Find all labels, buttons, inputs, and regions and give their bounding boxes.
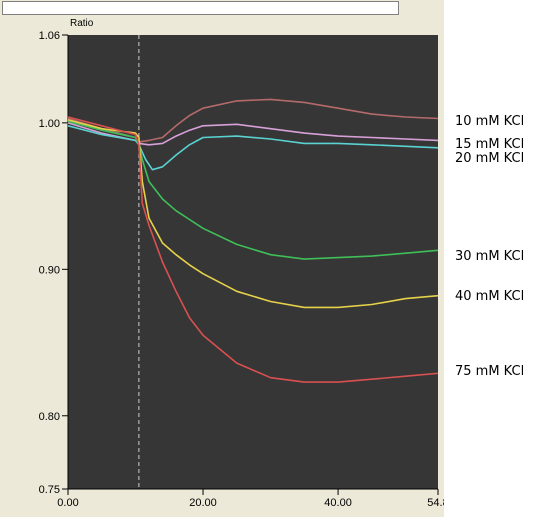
series-line (67, 116, 439, 383)
y-tick-label: 0.90 (39, 264, 60, 276)
series-label: 15 mM KCl (455, 137, 525, 152)
x-tick-label: 0.00 (57, 497, 78, 509)
x-tick-label: 54.8 (427, 497, 444, 509)
y-tick-label: 0.75 (39, 484, 60, 496)
series-group (67, 35, 439, 489)
series-label: 20 mM KCl (455, 151, 525, 166)
y-tick-label: 1.06 (39, 30, 60, 42)
y-tick-label: 1.00 (39, 118, 60, 130)
x-tick-label: 20.00 (189, 497, 217, 509)
y-axis-title: Ratio (70, 18, 94, 29)
y-tick-label: 0.80 (39, 411, 60, 423)
plot-area (68, 35, 438, 489)
series-label: 40 mM KCl (455, 289, 525, 304)
series-line (67, 119, 439, 309)
series-label: 75 mM KCl (455, 364, 525, 379)
line-chart: Ratio 0.75 0.80 0.90 1.00 1.06 0.00 20.00 40.00… (39, 18, 444, 509)
x-tick-label: 40.00 (324, 497, 352, 509)
chart-window: Ratio 0.75 0.80 0.90 1.00 1.06 0.00 20.00 40.00… (0, 0, 444, 517)
series-label: 10 mM KCl (455, 114, 525, 129)
series-label: 30 mM KCl (455, 249, 525, 264)
axes: Ratio 0.75 0.80 0.90 1.00 1.06 0.00 20.00 40.00… (39, 18, 444, 509)
window-title-bar (2, 1, 399, 15)
